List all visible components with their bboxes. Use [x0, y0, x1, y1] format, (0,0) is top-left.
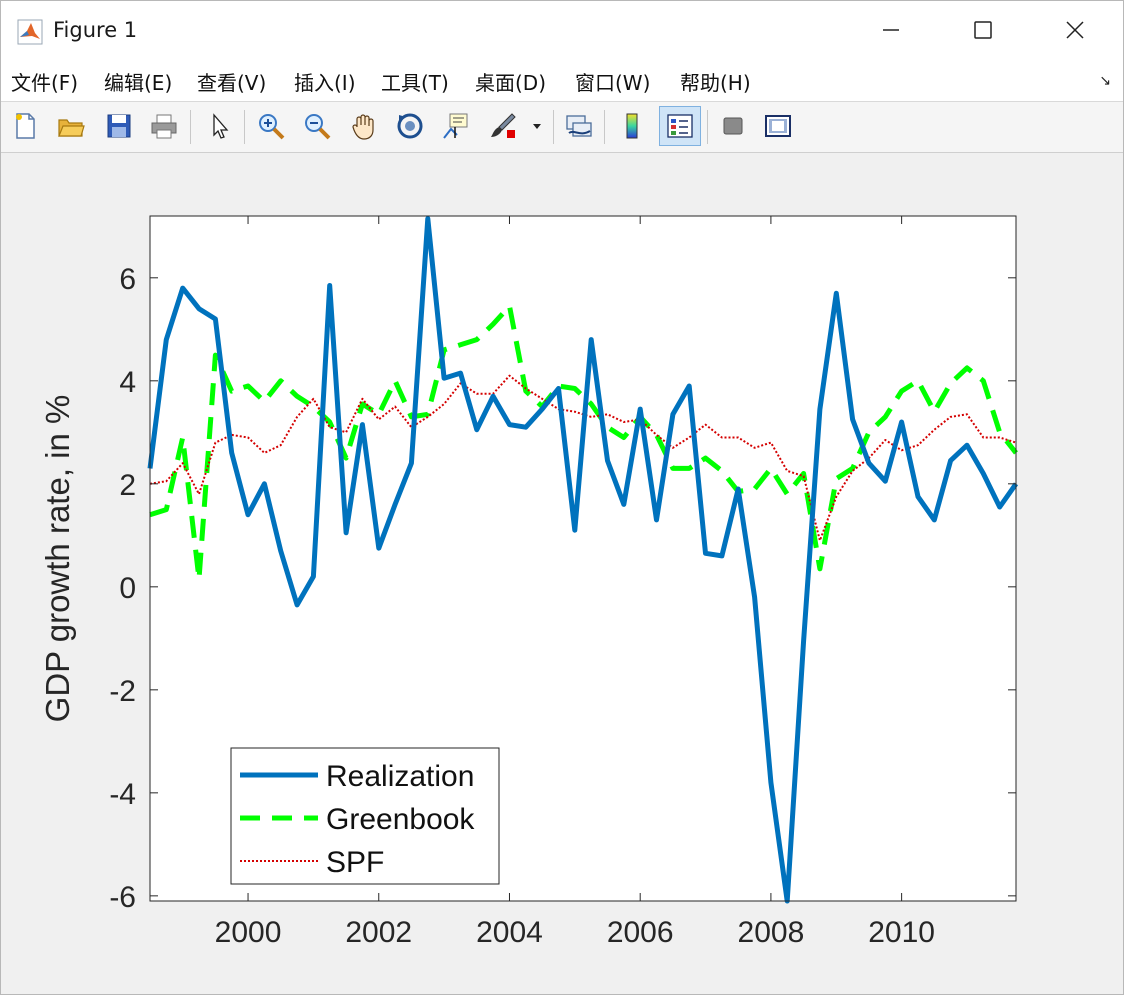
colorbar-button[interactable] — [614, 108, 650, 144]
y-tick-label: -6 — [109, 881, 136, 914]
legend-button[interactable] — [659, 106, 701, 146]
legend-label-realization: Realization — [326, 760, 474, 793]
data-cursor-button[interactable] — [438, 108, 474, 144]
legend-icon — [667, 114, 693, 138]
open-file-button[interactable] — [53, 108, 89, 144]
save-button[interactable] — [101, 108, 137, 144]
menu-bar: 文件(F) 编辑(E) 查看(V) 插入(I) 工具(T) 桌面(D) 窗口(W… — [1, 59, 1123, 102]
menu-window[interactable]: 窗口(W) — [575, 71, 651, 95]
print-icon — [151, 114, 177, 139]
legend-label-greenbook: Greenbook — [326, 803, 475, 836]
menu-desktop[interactable]: 桌面(D) — [475, 71, 547, 95]
y-tick-label: 2 — [119, 469, 136, 502]
hide-plot-tools-icon — [723, 117, 743, 135]
y-axis-label: GDP growth rate, in % — [39, 395, 76, 723]
series-layer — [147, 216, 1019, 904]
series-line-greenbook — [149, 303, 1018, 582]
title-bar: Figure 1 — [1, 1, 1123, 59]
menu-insert[interactable]: 插入(I) — [294, 71, 356, 95]
matlab-logo-icon — [17, 19, 43, 45]
open-file-icon — [58, 119, 85, 137]
dock-arrow-icon[interactable]: ↘ — [1099, 73, 1111, 89]
y-tick-label: 4 — [119, 366, 136, 399]
y-tick-label: -2 — [109, 675, 136, 708]
y-tick-label: -4 — [109, 778, 136, 811]
legend[interactable]: Realization Greenbook SPF — [230, 747, 500, 885]
minimize-button[interactable] — [845, 1, 937, 59]
chevron-down-icon — [533, 124, 541, 129]
pan-hand-icon — [352, 114, 374, 140]
toolbar-separator — [244, 110, 245, 144]
close-button[interactable] — [1029, 1, 1121, 59]
link-plot-icon — [566, 115, 592, 137]
pan-button[interactable] — [346, 108, 382, 144]
y-tick-label: 6 — [119, 263, 136, 296]
save-icon — [107, 114, 131, 138]
link-plot-button[interactable] — [561, 108, 597, 144]
figure-toolbar — [1, 102, 1123, 153]
close-icon — [1066, 21, 1084, 39]
new-figure-icon — [16, 113, 35, 139]
select-arrow-icon — [213, 113, 229, 139]
series-line-realization — [147, 216, 1019, 904]
tick-layer: 2000 2002 2004 2006 2008 2010 -6 -4 -2 0 2 4 6 — [109, 216, 1016, 949]
window-title: Figure 1 — [53, 18, 138, 42]
minimize-icon — [883, 29, 899, 31]
menu-file[interactable]: 文件(F) — [11, 71, 79, 95]
brush-icon — [491, 113, 516, 138]
x-tick-label: 2006 — [607, 916, 674, 949]
rotate-3d-button[interactable] — [392, 108, 428, 144]
print-button[interactable] — [146, 108, 182, 144]
x-tick-label: 2004 — [476, 916, 543, 949]
legend-label-spf: SPF — [326, 846, 384, 879]
colorbar-icon — [626, 113, 638, 139]
x-tick-label: 2008 — [738, 916, 805, 949]
select-arrow-button[interactable] — [201, 108, 237, 144]
menu-view[interactable]: 查看(V) — [197, 71, 267, 95]
rotate-3d-icon — [397, 113, 423, 139]
x-tick-label: 2000 — [215, 916, 282, 949]
hide-plot-tools-button[interactable] — [715, 108, 751, 144]
menu-edit[interactable]: 编辑(E) — [104, 71, 173, 95]
zoom-in-icon — [259, 114, 285, 140]
new-figure-button[interactable] — [7, 108, 43, 144]
zoom-out-button[interactable] — [299, 108, 335, 144]
menu-tools[interactable]: 工具(T) — [381, 71, 449, 95]
toolbar-separator — [604, 110, 605, 144]
y-tick-label: 0 — [119, 572, 136, 605]
maximize-icon — [974, 21, 992, 39]
brush-dropdown-button[interactable] — [525, 108, 549, 144]
data-cursor-icon — [443, 113, 468, 139]
menu-help[interactable]: 帮助(H) — [680, 71, 751, 95]
zoom-in-button[interactable] — [253, 108, 289, 144]
zoom-out-icon — [305, 114, 331, 140]
show-plot-tools-icon — [765, 115, 791, 137]
figure-canvas: 2000 2002 2004 2006 2008 2010 -6 -4 -2 0 2 4 6 GDP g… — [1, 153, 1123, 994]
gdp-line-chart: 2000 2002 2004 2006 2008 2010 -6 -4 -2 0 2 4 6 GDP g… — [39, 215, 1019, 949]
x-tick-label: 2010 — [868, 916, 935, 949]
toolbar-separator — [707, 110, 708, 144]
x-tick-label: 2002 — [345, 916, 412, 949]
brush-button[interactable] — [485, 108, 521, 144]
maximize-button[interactable] — [937, 1, 1029, 59]
axes-box — [149, 215, 1017, 902]
show-plot-tools-button[interactable] — [760, 108, 796, 144]
toolbar-separator — [553, 110, 554, 144]
toolbar-separator — [190, 110, 191, 144]
